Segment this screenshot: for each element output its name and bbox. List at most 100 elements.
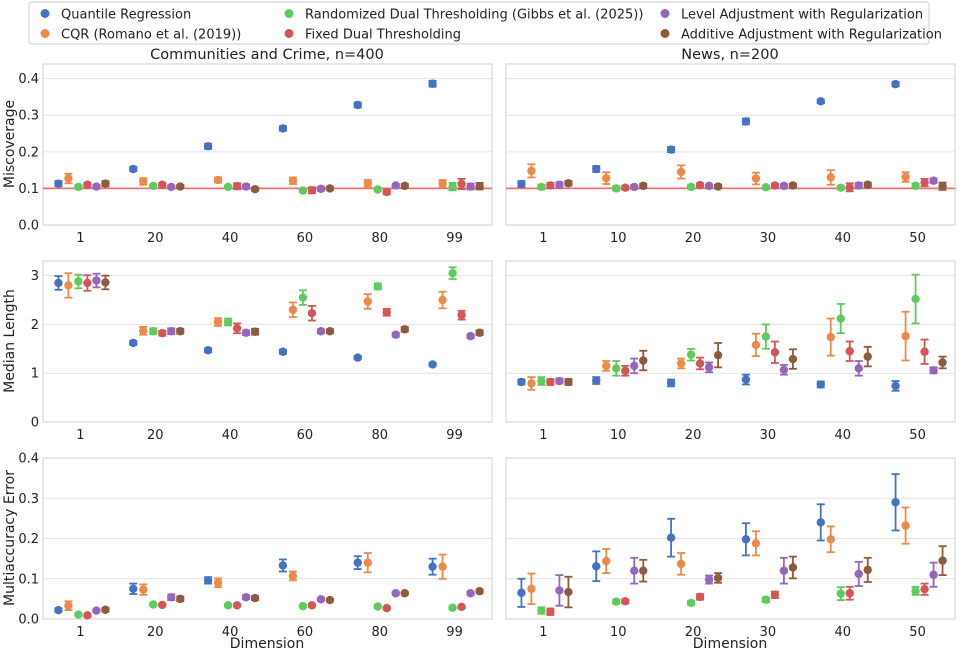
mean-marker (54, 179, 63, 188)
point-median_length-1-1-2 (612, 360, 621, 377)
point-miscoverage-0-3-3 (307, 186, 317, 195)
mean-marker (466, 182, 475, 191)
point-miscoverage-1-1-5 (639, 181, 648, 191)
point-multiaccuracy_error-1-0-0 (517, 577, 526, 608)
mean-marker (639, 181, 648, 191)
mean-marker (316, 327, 326, 336)
mean-marker (466, 331, 475, 341)
mean-marker (779, 566, 789, 575)
mean-marker (213, 578, 223, 587)
point-multiaccuracy_error-0-0-0 (54, 605, 63, 615)
point-multiaccuracy_error-0-1-5 (176, 594, 185, 604)
point-miscoverage-0-1-2 (149, 181, 158, 191)
mean-marker (232, 324, 242, 333)
mean-marker (64, 281, 73, 290)
mean-marker (761, 332, 771, 341)
point-miscoverage-0-5-0 (428, 79, 437, 88)
point-miscoverage-0-5-3 (457, 177, 466, 191)
point-miscoverage-0-1-5 (176, 182, 185, 191)
panel-frame (505, 63, 956, 226)
point-miscoverage-0-4-3 (382, 187, 391, 197)
point-median_length-0-3-5 (325, 327, 335, 336)
legend-marker-2 (284, 9, 294, 18)
mean-marker (382, 603, 391, 613)
point-multiaccuracy_error-0-5-3 (457, 602, 466, 612)
mean-marker (298, 601, 308, 611)
point-median_length-0-4-0 (353, 353, 362, 362)
mean-marker (241, 182, 251, 191)
point-miscoverage-0-1-0 (129, 164, 138, 174)
point-miscoverage-0-0-5 (101, 179, 110, 188)
xtick-label: 80 (371, 428, 388, 443)
mean-marker (325, 184, 335, 193)
legend-frame (28, 1, 930, 45)
mean-marker (129, 164, 138, 174)
mean-marker (288, 176, 298, 185)
point-multiaccuracy_error-1-0-3 (546, 607, 555, 616)
mean-marker (129, 584, 138, 594)
point-median_length-1-5-3 (920, 338, 929, 365)
point-miscoverage-1-1-3 (621, 183, 630, 192)
mean-marker (232, 182, 242, 191)
point-miscoverage-0-2-0 (203, 142, 213, 151)
point-multiaccuracy_error-1-1-2 (612, 597, 621, 606)
point-multiaccuracy_error-1-2-0 (666, 517, 676, 558)
point-median_length-0-5-1 (438, 290, 447, 310)
point-median_length-0-3-0 (278, 347, 288, 356)
point-median_length-1-3-2 (761, 323, 771, 350)
point-median_length-1-4-0 (816, 380, 825, 389)
point-miscoverage-1-2-2 (686, 182, 696, 192)
mean-marker (686, 350, 696, 359)
point-multiaccuracy_error-0-3-0 (278, 558, 288, 573)
point-median_length-1-2-3 (695, 356, 705, 371)
point-multiaccuracy_error-0-0-5 (101, 605, 110, 614)
point-median_length-1-1-5 (639, 349, 648, 372)
mean-marker (713, 573, 723, 583)
point-multiaccuracy_error-0-0-2 (74, 610, 83, 619)
point-median_length-0-5-5 (475, 328, 484, 337)
mean-marker (203, 576, 213, 585)
mean-marker (448, 182, 457, 191)
ytick-label: 0.0 (18, 613, 39, 628)
point-miscoverage-1-5-1 (901, 171, 910, 183)
mean-marker (176, 594, 185, 604)
point-miscoverage-1-1-2 (612, 184, 621, 193)
panel-multiaccuracy_error-1: 1 10 20 30 40 50 (505, 457, 956, 640)
point-median_length-1-4-2 (836, 303, 845, 335)
point-median_length-1-3-0 (741, 373, 751, 386)
mean-marker (428, 562, 437, 571)
mean-marker (555, 376, 564, 386)
point-multiaccuracy_error-0-4-4 (391, 589, 400, 598)
mean-marker (139, 326, 148, 335)
point-median_length-0-0-5 (101, 274, 110, 291)
point-miscoverage-1-3-4 (779, 181, 789, 191)
point-miscoverage-1-3-3 (770, 181, 780, 190)
xtick-label: 99 (446, 231, 463, 246)
mean-marker (428, 360, 437, 369)
mean-marker (363, 179, 372, 188)
mean-marker (537, 376, 546, 386)
point-median_length-0-0-0 (54, 275, 63, 291)
mean-marker (863, 565, 872, 575)
point-miscoverage-0-1-3 (158, 180, 167, 189)
point-median_length-1-4-3 (845, 340, 854, 362)
xtick-label: 50 (909, 231, 926, 246)
panel-frame (505, 457, 956, 620)
mean-marker (158, 180, 167, 189)
xtick-label: 1 (539, 625, 547, 640)
mean-marker (54, 605, 63, 615)
point-multiaccuracy_error-1-5-5 (938, 545, 947, 577)
xtick-label: 40 (834, 625, 851, 640)
mean-marker (149, 600, 158, 609)
point-median_length-0-2-5 (250, 327, 260, 336)
panel-frame (42, 260, 493, 423)
point-median_length-0-2-3 (232, 322, 242, 335)
point-miscoverage-1-3-5 (788, 181, 798, 190)
legend-label-3: Fixed Dual Thresholding (305, 28, 461, 43)
point-miscoverage-1-0-4 (555, 180, 564, 189)
mean-marker (630, 361, 639, 371)
mean-marker (139, 585, 148, 594)
mean-marker (54, 278, 63, 288)
xtick-label: 99 (446, 428, 463, 443)
mean-marker (241, 328, 251, 337)
